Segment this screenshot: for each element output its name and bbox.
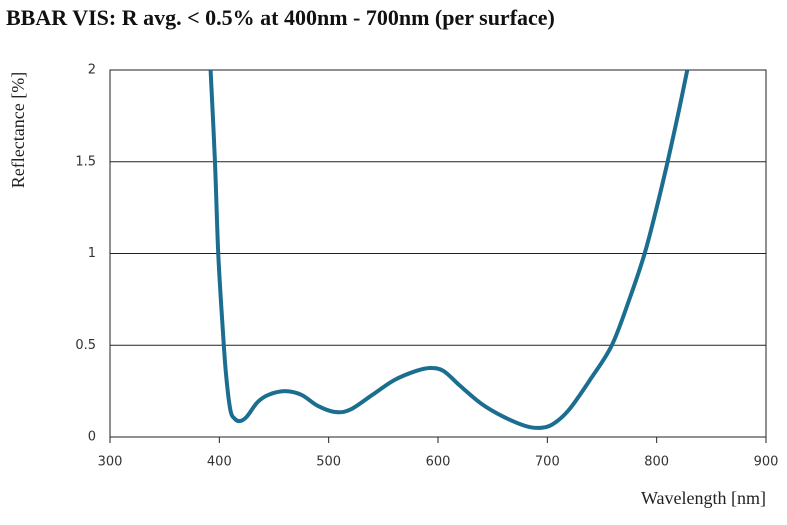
- y-tick-label: 1.5: [75, 154, 96, 169]
- reflectance-line: [208, 70, 690, 430]
- x-tick-label: 500: [316, 455, 341, 470]
- y-axis-label: Reflectance [%]: [8, 72, 28, 188]
- chart-title: BBAR VIS: R avg. < 0.5% at 400nm - 700nm…: [6, 5, 555, 30]
- x-tick-label: 300: [98, 455, 123, 470]
- x-tick-label: 700: [535, 455, 560, 470]
- x-tick-label: 800: [644, 455, 669, 470]
- x-tick-label: 900: [754, 455, 779, 470]
- y-tick-label: 1: [88, 246, 96, 261]
- x-tick-label: 600: [426, 455, 451, 470]
- y-tick-label: 0.5: [75, 338, 96, 353]
- x-tick-label: 400: [207, 455, 232, 470]
- y-tick-label: 0: [88, 430, 96, 445]
- x-axis-label: Wavelength [nm]: [641, 488, 766, 508]
- y-tick-label: 2: [88, 63, 96, 78]
